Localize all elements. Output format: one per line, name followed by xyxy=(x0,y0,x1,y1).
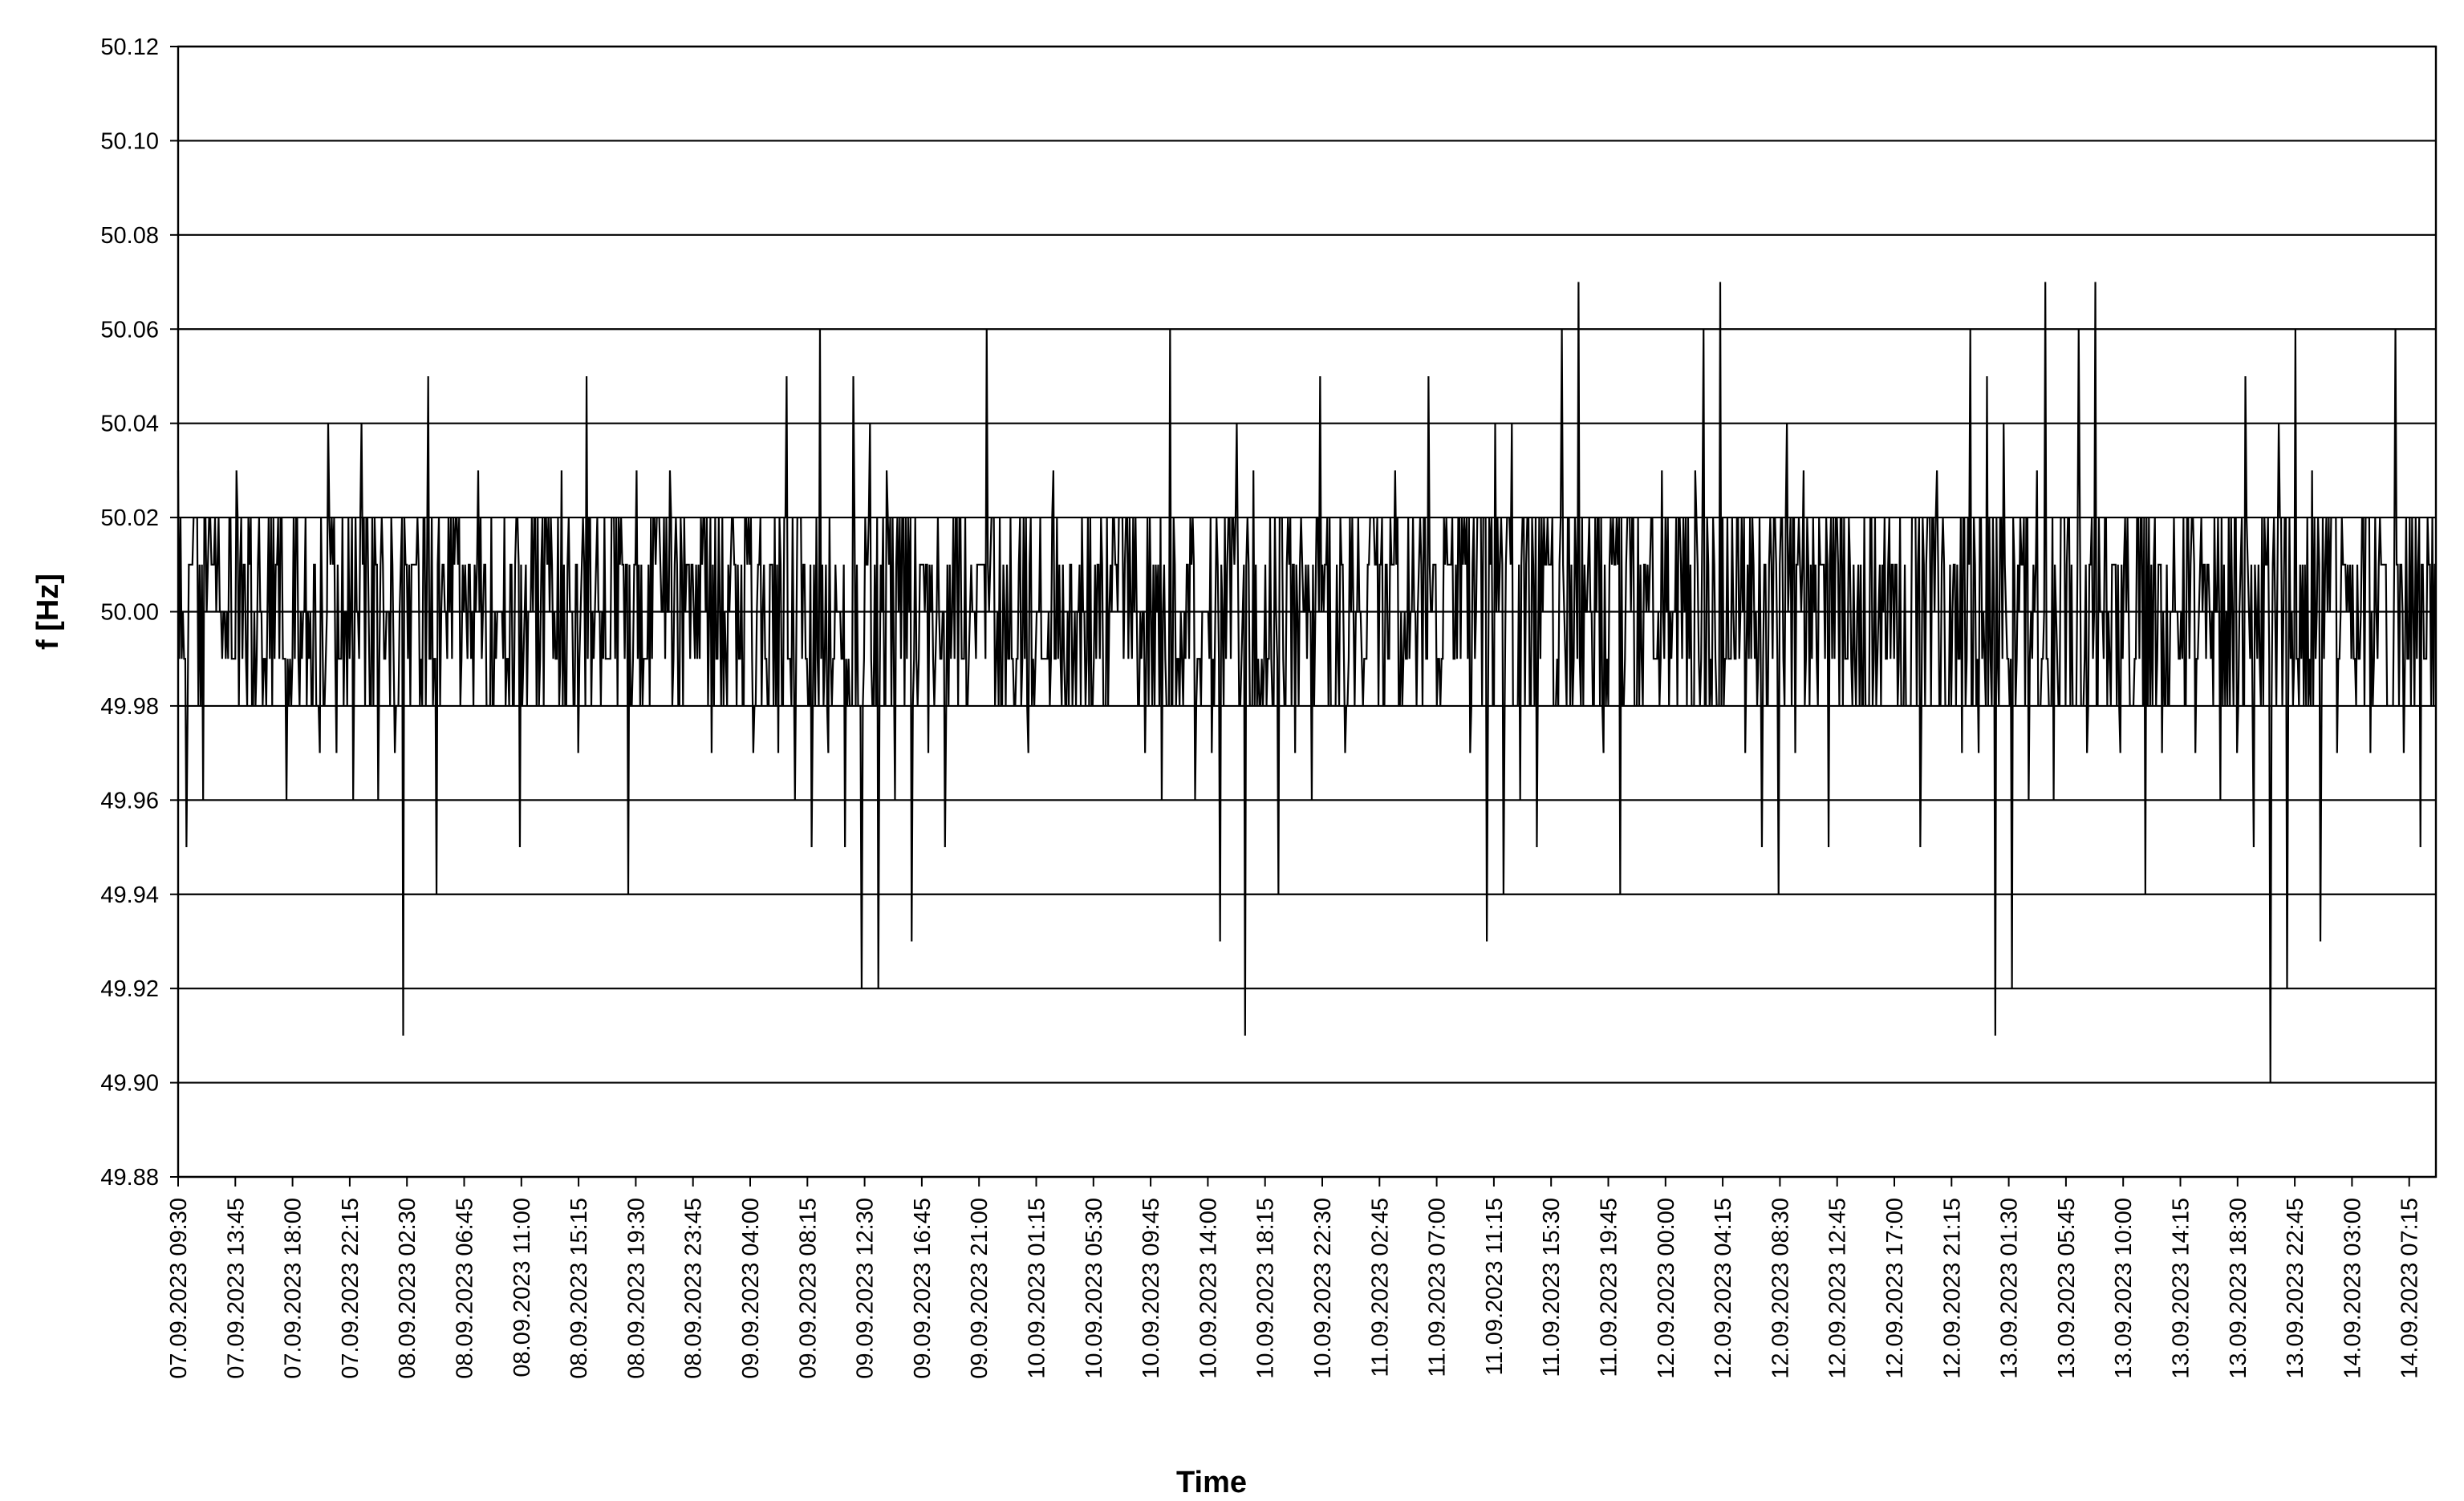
x-tick-label: 09.09.2023 21:00 xyxy=(967,1198,993,1379)
x-tick-label: 13.09.2023 14:15 xyxy=(2169,1198,2194,1379)
x-tick-label: 13.09.2023 18:30 xyxy=(2226,1198,2251,1379)
x-tick-label: 08.09.2023 11:00 xyxy=(509,1198,535,1377)
x-tick-label: 09.09.2023 16:45 xyxy=(910,1198,936,1379)
series-layer xyxy=(177,282,2436,1083)
x-tick-label: 10.09.2023 22:30 xyxy=(1310,1198,1336,1379)
axes xyxy=(170,45,2438,1187)
y-tick-label: 49.94 xyxy=(100,882,159,908)
x-tick-label: 13.09.2023 01:30 xyxy=(1997,1198,2023,1379)
x-tick-label: 10.09.2023 18:15 xyxy=(1253,1198,1279,1379)
x-tick-label: 08.09.2023 19:30 xyxy=(623,1198,649,1379)
x-tick-label: 10.09.2023 14:00 xyxy=(1195,1198,1221,1379)
x-tick-label: 14.09.2023 07:15 xyxy=(2397,1198,2423,1379)
x-tick-label: 08.09.2023 15:15 xyxy=(566,1198,592,1379)
y-tick-label: 50.00 xyxy=(100,600,159,626)
x-tick-label: 07.09.2023 09:30 xyxy=(166,1198,192,1379)
x-tick-label: 12.09.2023 17:00 xyxy=(1882,1198,1908,1379)
x-tick-label: 10.09.2023 09:45 xyxy=(1139,1198,1164,1379)
y-tick-label: 50.02 xyxy=(100,505,159,531)
x-tick-label: 08.09.2023 23:45 xyxy=(681,1198,707,1379)
y-axis-title: f [Hz] xyxy=(31,574,65,650)
plot-area-border xyxy=(177,45,2438,1178)
x-tick-label: 13.09.2023 22:45 xyxy=(2283,1198,2308,1379)
y-tick-labels: 49.88 49.90 49.92 49.94 49.96 49.98 50.00 50.02… xyxy=(100,34,159,1191)
y-tick-label: 49.88 xyxy=(100,1165,159,1191)
x-tick-label: 07.09.2023 13:45 xyxy=(223,1198,249,1379)
y-tick-label: 49.96 xyxy=(100,788,159,813)
x-tick-label: 12.09.2023 12:45 xyxy=(1825,1198,1851,1379)
x-tick-label: 12.09.2023 08:30 xyxy=(1768,1198,1793,1379)
x-tick-label: 13.09.2023 05:45 xyxy=(2054,1198,2080,1379)
x-tick-label: 09.09.2023 08:15 xyxy=(795,1198,821,1379)
x-tick-label: 12.09.2023 04:15 xyxy=(1711,1198,1736,1379)
x-tick-label: 09.09.2023 12:30 xyxy=(853,1198,879,1379)
series-line-frequency xyxy=(177,282,2436,1083)
y-tick-label: 49.90 xyxy=(100,1071,159,1097)
x-tick-label: 08.09.2023 02:30 xyxy=(395,1198,420,1379)
x-tick-label: 11.09.2023 02:45 xyxy=(1367,1198,1393,1377)
x-tick-label: 10.09.2023 05:30 xyxy=(1082,1198,1107,1379)
x-tick-label: 09.09.2023 04:00 xyxy=(738,1198,764,1379)
x-tick-label: 11.09.2023 11:15 xyxy=(1482,1198,1508,1375)
x-tick-label: 12.09.2023 21:15 xyxy=(1939,1198,1965,1379)
y-tick-label: 50.06 xyxy=(100,317,159,343)
y-tick-label: 50.10 xyxy=(100,128,159,154)
x-axis-title: Time xyxy=(1176,1466,1247,1499)
x-tick-label: 11.09.2023 07:00 xyxy=(1425,1198,1451,1377)
y-tick-label: 49.92 xyxy=(100,976,159,1002)
x-tick-label: 13.09.2023 10:00 xyxy=(2111,1198,2137,1379)
y-tick-label: 50.12 xyxy=(100,34,159,60)
x-tick-label: 07.09.2023 22:15 xyxy=(338,1198,363,1379)
x-tick-labels: 07.09.2023 09:30 07.09.2023 13:45 07.09.20… xyxy=(166,1198,2423,1379)
x-tick-label: 11.09.2023 15:30 xyxy=(1539,1198,1565,1377)
y-tick-label: 50.04 xyxy=(100,412,159,437)
y-tick-label: 49.98 xyxy=(100,694,159,720)
x-tick-label: 14.09.2023 03:00 xyxy=(2340,1198,2365,1379)
x-tick-label: 10.09.2023 01:15 xyxy=(1025,1198,1050,1379)
x-tick-label: 07.09.2023 18:00 xyxy=(281,1198,306,1379)
y-tick-label: 50.08 xyxy=(100,223,159,249)
x-tick-label: 11.09.2023 19:45 xyxy=(1597,1198,1622,1377)
x-tick-label: 12.09.2023 00:00 xyxy=(1654,1198,1679,1379)
x-tick-label: 08.09.2023 06:45 xyxy=(453,1198,478,1379)
